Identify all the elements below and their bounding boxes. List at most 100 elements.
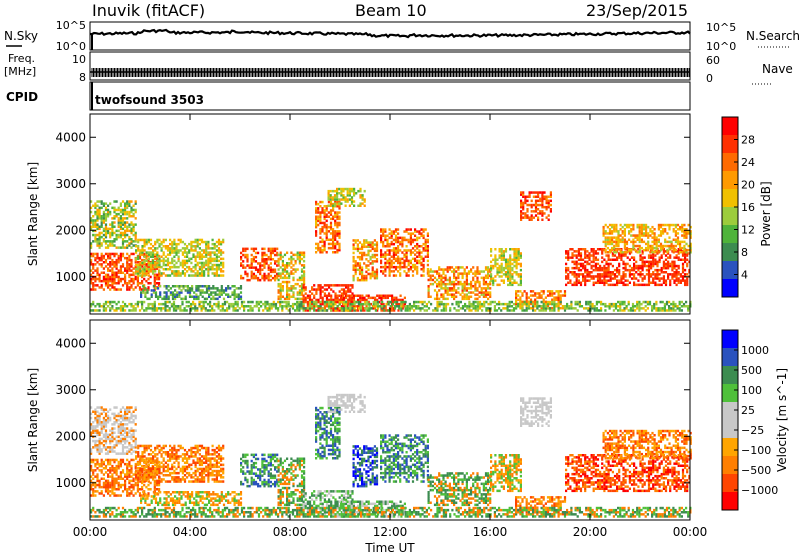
power-cell	[107, 273, 110, 277]
power-cell	[342, 300, 346, 304]
power-cell	[126, 271, 129, 274]
power-cell	[575, 264, 578, 268]
power-cell	[655, 238, 658, 241]
power-cell	[409, 259, 412, 263]
power-cell	[457, 280, 460, 284]
power-cell	[672, 238, 675, 241]
power-cell	[181, 253, 184, 256]
power-cell	[684, 273, 687, 276]
power-cell	[405, 245, 408, 248]
power-cell	[391, 305, 394, 308]
power-cell	[259, 266, 262, 269]
power-cell	[196, 253, 199, 256]
power-cell	[257, 251, 260, 255]
power-cell	[96, 271, 99, 274]
power-cell	[117, 229, 120, 233]
power-cell	[567, 256, 570, 259]
power-cell	[197, 289, 200, 292]
power-cell	[115, 212, 118, 216]
power-cell	[94, 206, 97, 210]
power-cell	[220, 249, 223, 252]
power-cell	[220, 268, 223, 271]
power-cell	[524, 214, 527, 217]
power-cell	[288, 264, 291, 267]
power-cell	[674, 238, 677, 241]
power-cell	[96, 217, 99, 220]
power-cell	[102, 302, 105, 306]
power-cell	[107, 204, 110, 207]
power-cell	[509, 279, 512, 282]
power-cell	[158, 245, 161, 248]
power-cell	[478, 272, 481, 275]
power-cell	[367, 241, 370, 244]
power-cell	[232, 302, 235, 306]
power-cell	[664, 266, 668, 270]
power-cell	[200, 249, 204, 252]
power-cell	[300, 297, 304, 301]
power-cell	[411, 238, 415, 242]
power-cell	[383, 305, 386, 308]
power-cell	[143, 238, 146, 242]
power-cell	[132, 305, 135, 308]
power-cell	[606, 225, 609, 229]
power-cell	[378, 296, 381, 300]
power-cell	[623, 232, 626, 235]
power-cell	[111, 271, 114, 274]
power-cell	[365, 245, 368, 248]
power-cell	[670, 246, 673, 250]
power-cell	[288, 262, 291, 265]
power-cell	[513, 254, 516, 257]
power-cell	[172, 305, 176, 308]
power-cell	[652, 264, 655, 268]
power-cell	[549, 292, 552, 295]
power-cell	[461, 276, 464, 280]
power-cell	[205, 242, 208, 246]
power-cell	[544, 302, 547, 306]
power-cell	[528, 191, 531, 194]
power-cell	[365, 298, 368, 302]
power-cell	[391, 296, 394, 300]
power-cell	[175, 270, 178, 273]
power-cell	[104, 240, 108, 243]
power-cell	[620, 275, 623, 278]
power-cell	[179, 272, 182, 275]
power-cell	[368, 302, 371, 306]
power-cell	[115, 246, 118, 249]
power-cell	[358, 272, 362, 276]
power-cell	[281, 305, 284, 308]
power-cell	[519, 273, 522, 276]
power-cell	[140, 293, 143, 296]
power-cell	[515, 292, 518, 295]
power-cell	[502, 250, 505, 253]
power-cell	[134, 277, 137, 281]
power-cell	[604, 223, 607, 227]
power-cell	[545, 216, 548, 219]
power-cell	[137, 257, 140, 261]
power-cell	[382, 240, 385, 244]
power-cell	[319, 284, 322, 287]
power-cell	[158, 242, 161, 246]
power-cell	[608, 240, 612, 244]
power-cell	[669, 283, 672, 287]
power-cell	[203, 263, 206, 267]
power-cell	[149, 307, 152, 310]
power-cell	[668, 223, 671, 227]
power-cell	[436, 285, 439, 288]
power-cell	[332, 244, 335, 248]
power-cell	[185, 309, 188, 312]
power-cell	[351, 305, 354, 308]
power-cell	[571, 283, 574, 287]
power-cell	[141, 274, 144, 277]
power-cell	[141, 238, 144, 242]
power-cell	[414, 259, 417, 263]
power-cell	[641, 277, 644, 280]
power-cell	[636, 234, 639, 237]
power-cell	[636, 238, 639, 241]
power-cell	[240, 305, 244, 308]
power-cell	[403, 296, 406, 300]
power-cell	[227, 293, 230, 296]
power-cell	[442, 282, 445, 286]
power-cell	[590, 271, 593, 274]
power-cell	[332, 215, 335, 218]
power-cell	[145, 254, 148, 258]
